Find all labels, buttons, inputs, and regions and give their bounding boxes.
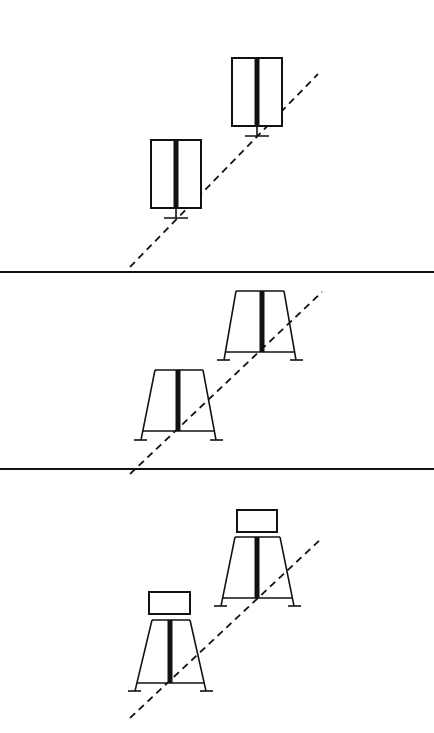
tripod-lower [128, 591, 213, 692]
tripod-leg [279, 536, 295, 607]
post-upper [231, 57, 283, 137]
tripod-leg [220, 536, 236, 607]
tripod-upper [217, 290, 303, 361]
tripod-leg [223, 290, 237, 361]
tripod-leg [140, 369, 156, 441]
tripod-leg [134, 619, 153, 692]
tripod-leg [283, 290, 297, 361]
dashed-line [129, 291, 323, 475]
tripod-leg [189, 619, 207, 692]
instrument-box [148, 591, 191, 615]
post-lower [150, 139, 202, 219]
tripod-upper [214, 509, 301, 607]
tripod-lower [134, 369, 223, 441]
dashed-line [129, 73, 319, 268]
dashed-line [129, 537, 323, 719]
instrument-box [236, 509, 278, 533]
tripod-leg [202, 369, 217, 441]
